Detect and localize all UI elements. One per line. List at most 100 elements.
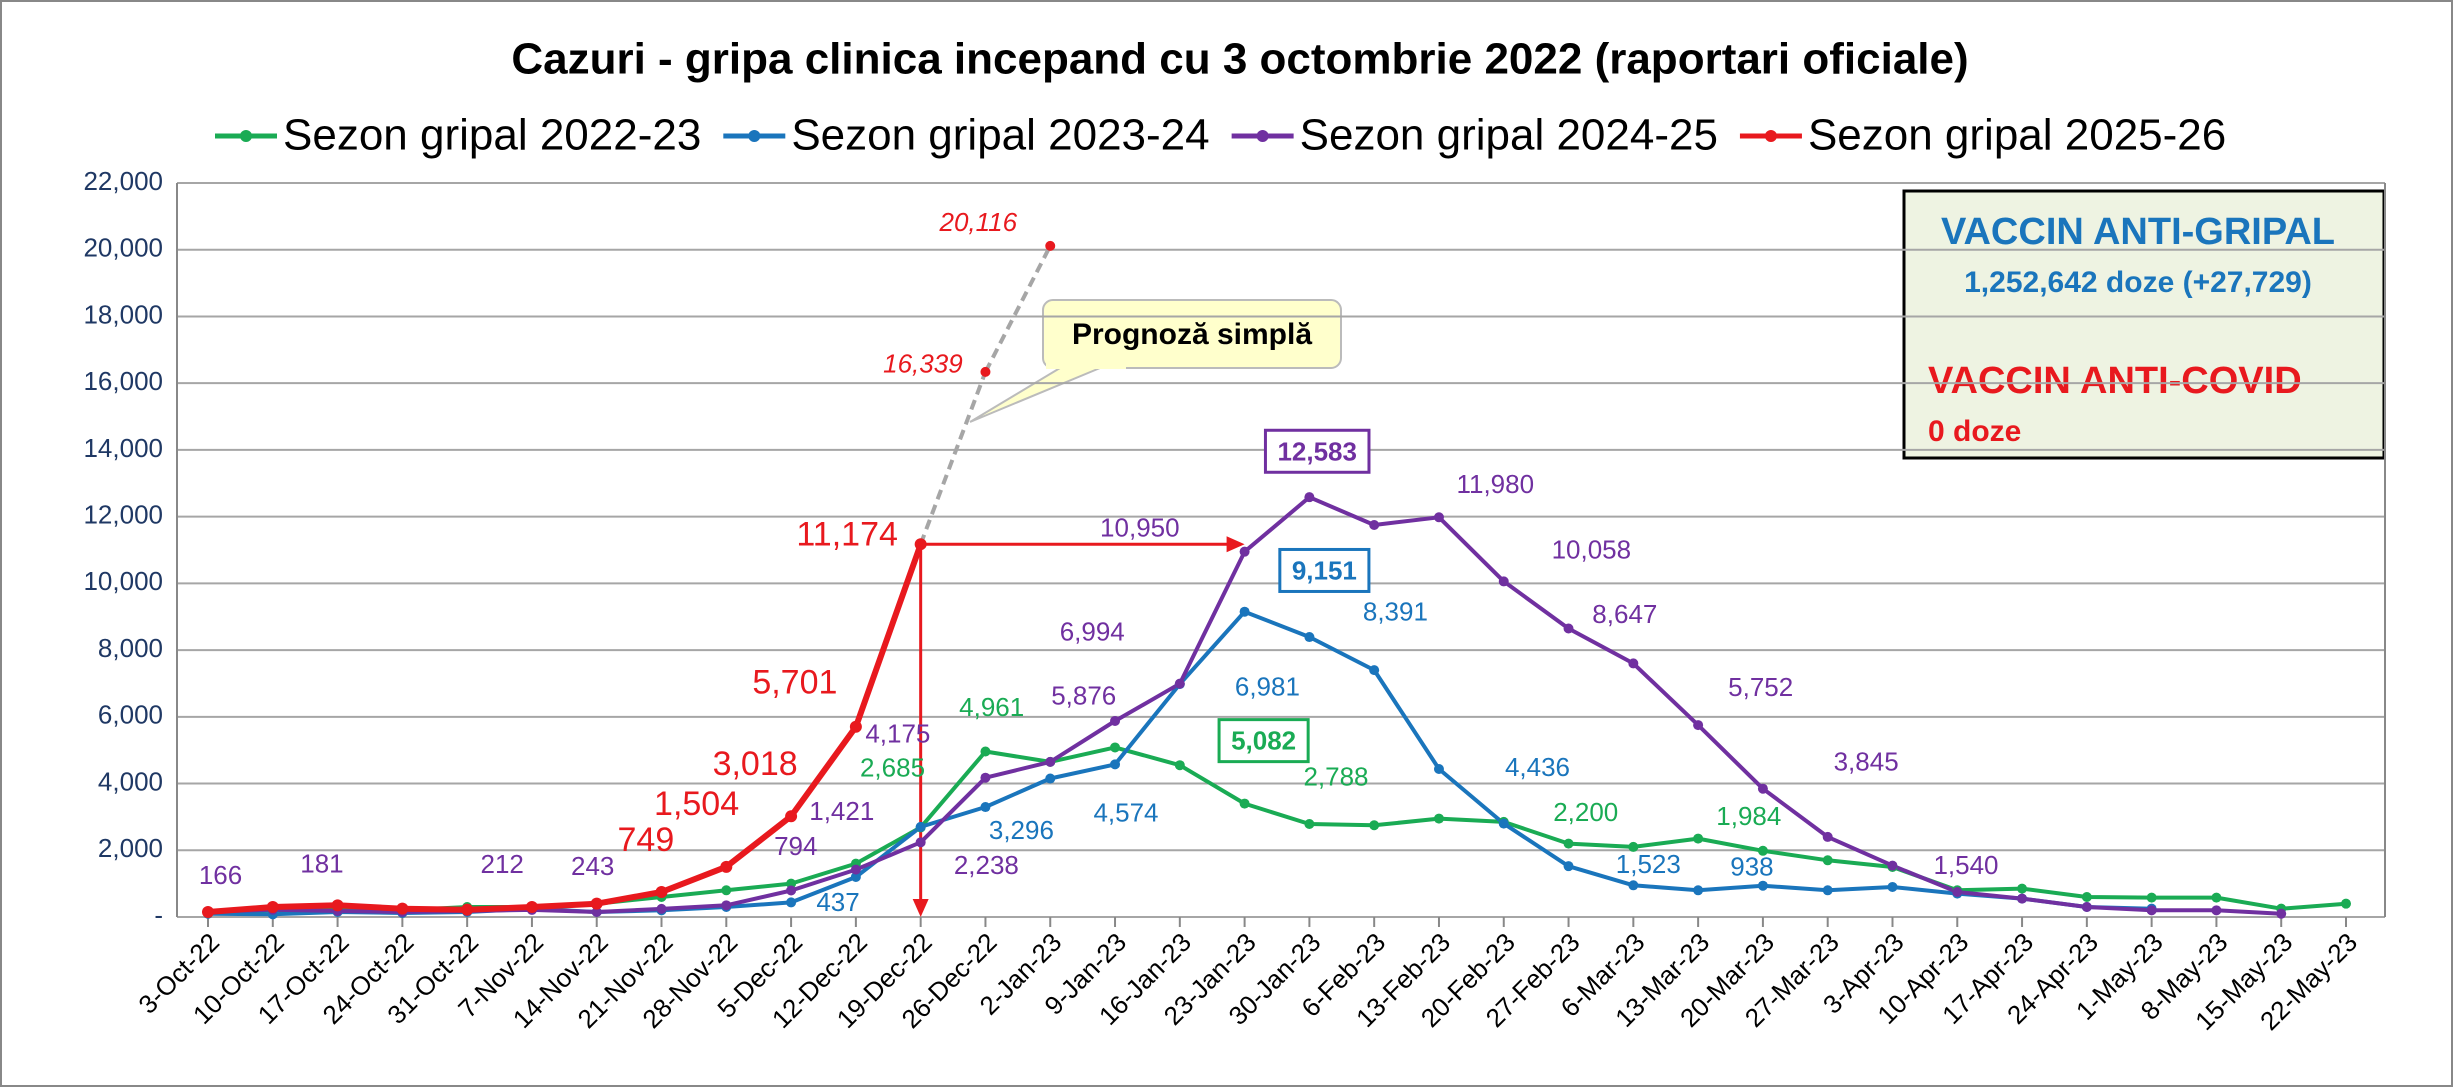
data-label: 1,984 — [1716, 801, 1781, 831]
legend-marker — [240, 130, 252, 142]
data-label: 1,421 — [809, 796, 874, 826]
covid-vaccine-doses: 0 doze — [1928, 415, 2021, 448]
data-point — [1304, 632, 1315, 643]
data-label: 6,981 — [1235, 672, 1300, 702]
data-point — [1433, 813, 1444, 824]
data-point — [266, 900, 279, 913]
data-point — [1239, 546, 1250, 557]
data-point — [850, 871, 861, 882]
data-point — [849, 720, 862, 733]
data-point — [1822, 831, 1833, 842]
y-tick-label: 18,000 — [83, 299, 163, 329]
data-point — [1174, 678, 1185, 689]
data-point — [786, 897, 797, 908]
data-label: 3,018 — [713, 745, 798, 783]
data-label: 2,200 — [1553, 797, 1618, 827]
data-point — [915, 837, 926, 848]
legend-label: Sezon gripal 2022-23 — [283, 111, 701, 160]
data-point — [1045, 756, 1056, 767]
data-label: 10,950 — [1100, 513, 1180, 543]
y-tick-label: 22,000 — [83, 166, 163, 196]
data-point — [655, 886, 668, 899]
data-label: 5,876 — [1051, 680, 1116, 710]
data-point — [1693, 885, 1704, 896]
data-point — [1628, 841, 1639, 852]
legend-marker — [1764, 130, 1777, 142]
data-point — [2146, 892, 2157, 903]
y-tick-label: 8,000 — [98, 633, 163, 663]
y-tick-label: 10,000 — [83, 566, 163, 596]
legend-label: Sezon gripal 2025-26 — [1808, 111, 2226, 160]
data-label: 1,523 — [1616, 849, 1681, 879]
data-point — [1304, 818, 1315, 829]
legend-marker — [1256, 130, 1269, 142]
data-label: 5,752 — [1728, 672, 1793, 702]
data-point — [1433, 512, 1444, 523]
data-label: 4,961 — [959, 692, 1024, 722]
data-point — [980, 802, 991, 813]
data-label: 4,175 — [865, 718, 930, 748]
data-point — [980, 746, 991, 757]
data-point — [1887, 881, 1898, 892]
data-point — [1563, 623, 1574, 634]
data-label: 11,980 — [1456, 469, 1534, 499]
data-point — [1822, 885, 1833, 896]
data-label: 20,116 — [939, 207, 1018, 237]
data-label-box — [1217, 718, 1310, 764]
data-label-box — [1278, 547, 1371, 593]
data-point — [1369, 665, 1380, 676]
data-label: 1,540 — [1933, 850, 1998, 880]
data-point — [785, 810, 798, 823]
data-point — [1498, 818, 1509, 829]
data-point — [1110, 742, 1121, 753]
data-label: 8,647 — [1592, 599, 1657, 629]
data-point — [2211, 892, 2222, 903]
chart-title: Cazuri - gripa clinica incepand cu 3 oct… — [511, 35, 1968, 84]
data-label: 12,583 — [1277, 436, 1357, 466]
data-point — [1174, 760, 1185, 771]
data-point — [2081, 891, 2092, 902]
data-point — [591, 906, 602, 917]
data-point — [914, 538, 927, 551]
data-point — [1563, 861, 1574, 872]
data-point — [1239, 606, 1250, 617]
data-point — [721, 900, 732, 911]
y-tick-label: 16,000 — [83, 366, 163, 396]
flu-vaccine-doses: 1,252,642 doze (+27,729) — [1964, 266, 2312, 299]
data-label: 243 — [571, 851, 614, 881]
y-tick-label: 2,000 — [98, 833, 163, 863]
arrow-head — [1226, 536, 1245, 553]
data-label-box — [1263, 428, 1371, 474]
vaccine-box — [1902, 189, 2386, 460]
y-tick-label: 4,000 — [98, 766, 163, 796]
data-point — [1757, 845, 1768, 856]
data-point — [2276, 908, 2287, 919]
data-point — [1369, 519, 1380, 530]
data-label: 166 — [199, 860, 242, 890]
data-point — [1563, 838, 1574, 849]
data-label: 4,574 — [1093, 797, 1158, 827]
data-point — [2211, 905, 2222, 916]
y-tick-label: 12,000 — [83, 500, 163, 530]
data-label: 1,504 — [654, 785, 739, 823]
data-label: 3,845 — [1834, 747, 1899, 777]
data-point — [720, 860, 733, 873]
data-label: 5,082 — [1231, 726, 1296, 756]
data-point — [1628, 880, 1639, 891]
data-label: 212 — [481, 849, 524, 879]
data-label: 8,391 — [1363, 596, 1428, 626]
callout-join — [1046, 360, 1126, 369]
data-point — [461, 903, 474, 916]
data-point — [331, 899, 344, 912]
data-point — [1433, 763, 1444, 774]
data-label: 181 — [300, 848, 343, 878]
data-label: 11,174 — [796, 515, 897, 553]
data-label: 16,339 — [883, 348, 963, 378]
data-point — [1757, 783, 1768, 794]
data-point — [1239, 798, 1250, 809]
callout-text: Prognoză simplă — [1072, 318, 1312, 351]
data-label: 2,685 — [860, 752, 925, 782]
data-point — [980, 772, 991, 783]
data-label: 6,994 — [1060, 616, 1125, 646]
